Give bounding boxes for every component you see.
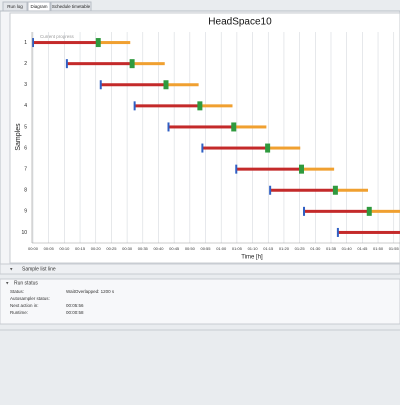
start-marker [269,185,272,195]
tab-label[interactable]: Run log [7,4,23,9]
injection-marker [265,143,271,153]
run-bar [199,104,233,108]
status-key: Runtime: [10,310,28,315]
tab-label[interactable]: Schedule timetable [52,4,91,9]
injection-marker [163,80,169,90]
row-label: 9 [24,209,27,215]
injection-marker [95,38,101,48]
x-tick-label: 01:20 [279,246,290,251]
x-tick-label: 01:35 [326,246,337,251]
row-label: 2 [24,61,27,67]
wait-bar [100,83,166,87]
tab[interactable] [50,1,92,12]
wait-bar [202,146,268,150]
x-tick-label: 01:50 [373,246,384,251]
chart-title: HeadSpace10 [208,17,272,28]
row-label: 4 [24,103,27,109]
x-tick-label: 00:30 [122,246,133,251]
status-key: Status: [10,289,24,294]
injection-marker [332,185,338,195]
x-tick-label: 01:55 [389,246,400,251]
run-bar [132,62,165,66]
x-tick-label: 00:25 [106,246,117,251]
x-tick-label: 00:00 [28,246,39,251]
wait-bar [33,41,99,45]
x-tick-label: 01:10 [248,246,259,251]
run-bar [165,83,199,87]
injection-marker [366,206,372,216]
injection-marker [129,59,135,69]
status-key: Next action in: [10,303,39,308]
status-value: WaitOverlapped: 1200 s [66,289,115,294]
run-bar [267,146,301,150]
start-marker [201,143,204,153]
run-bar [233,125,267,129]
row-label: 7 [24,166,27,172]
injection-marker [231,122,237,132]
injection-marker [197,101,203,111]
x-tick-label: 00:50 [185,246,196,251]
row-label: 10 [21,230,27,236]
start-marker [99,80,102,90]
plot [32,32,400,243]
x-tick-label: 01:00 [216,246,227,251]
wait-bar [66,62,133,66]
x-tick-label: 01:40 [342,246,353,251]
status-key: Autosampler status: [10,296,50,301]
tab[interactable] [2,1,28,12]
start-marker [235,164,238,174]
run-bar [301,167,335,171]
start-marker [65,59,68,69]
expander[interactable]: ▾ [10,266,13,272]
run-bar [98,41,131,45]
run-bar [369,209,400,213]
row-label: 5 [24,124,27,130]
wait-bar [337,230,400,234]
wait-bar [134,104,200,108]
x-tick-label: 01:05 [232,246,243,251]
expander[interactable]: ▾ [6,280,9,286]
x-tick-label: 01:30 [310,246,321,251]
wait-bar [168,125,234,129]
x-tick-label: 01:45 [357,246,368,251]
x-tick-label: 01:15 [263,246,274,251]
x-tick-label: 00:10 [59,246,70,251]
injection-marker [299,164,305,174]
start-marker [32,38,34,48]
tab[interactable] [27,1,51,12]
tab-label[interactable]: Diagram [30,4,47,9]
progress-label: Current progress [40,34,75,39]
wait-bar [236,167,302,171]
row-label: 3 [24,82,27,88]
x-axis-label: Time [h] [241,255,263,261]
start-marker [336,227,339,237]
sample-list-bar[interactable] [0,263,400,275]
wait-bar [304,209,370,213]
row-label: 1 [24,40,27,46]
x-tick-label: 00:40 [153,246,164,251]
status-value: 00:05:56 [66,303,84,308]
status-value: 00:00:58 [66,310,84,315]
sample-list-label[interactable]: Sample list line [22,266,56,272]
x-tick-label: 00:05 [44,246,55,251]
x-tick-label: 00:45 [169,246,180,251]
x-tick-label: 00:35 [138,246,149,251]
run-bar [335,188,369,192]
start-marker [167,122,170,132]
run-status-title[interactable]: Run status [14,280,38,286]
y-axis-label: Samples [15,123,22,151]
row-label: 8 [24,188,27,194]
chart-area [9,12,400,264]
start-marker [303,206,306,216]
wait-bar [270,188,336,192]
start-marker [133,101,136,111]
x-tick-label: 01:25 [295,246,306,251]
run-status-panel [0,278,400,325]
x-tick-label: 00:15 [75,246,86,251]
row-label: 6 [24,145,27,151]
x-tick-label: 00:20 [91,246,102,251]
x-tick-label: 00:55 [201,246,212,251]
